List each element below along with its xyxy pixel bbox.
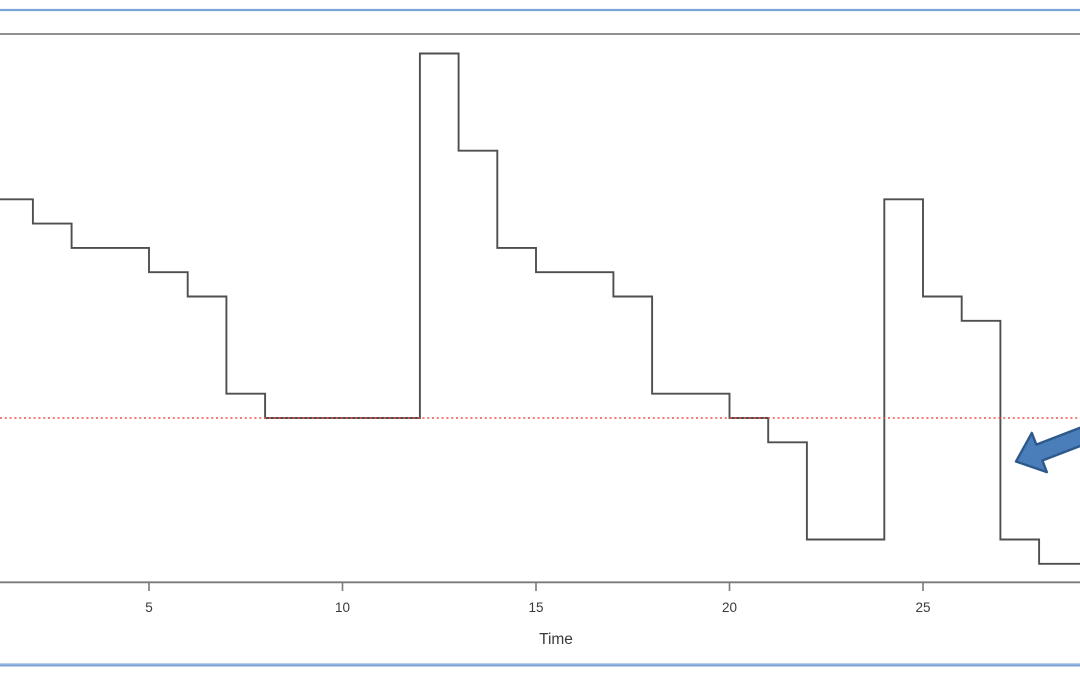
x-tick-15: 15 <box>528 583 544 615</box>
x-axis-title: Time <box>539 631 573 648</box>
x-tick-20: 20 <box>722 583 737 615</box>
tick-label: 25 <box>915 600 930 615</box>
tick-label: 5 <box>145 600 153 615</box>
tick-label: 20 <box>722 600 737 615</box>
x-tick-25: 25 <box>915 583 931 615</box>
tick-label: 15 <box>528 600 543 615</box>
annotation-arrow-icon <box>1014 413 1080 474</box>
x-tick-10: 10 <box>335 583 350 615</box>
step-line <box>0 52 1080 565</box>
tick-label: 10 <box>335 600 350 615</box>
x-tick-5: 5 <box>145 583 153 615</box>
